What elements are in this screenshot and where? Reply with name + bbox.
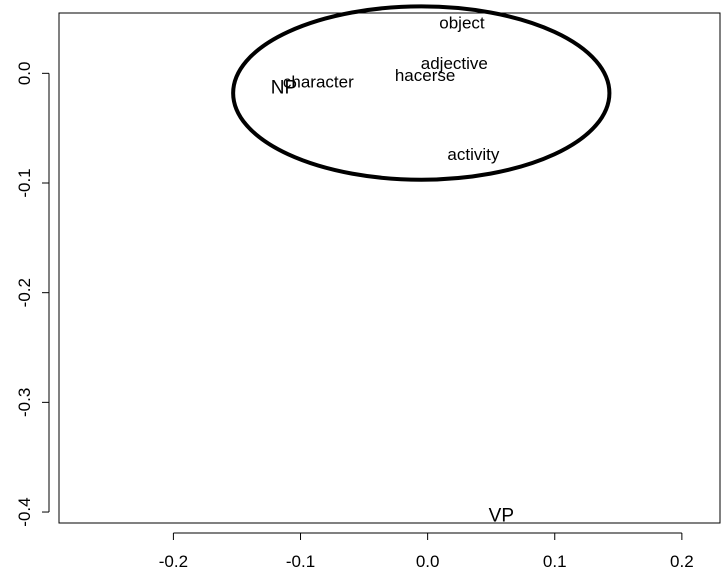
x-tick-label: -0.2 [159,552,188,571]
y-tick-label: -0.2 [15,278,34,307]
x-tick-label: 0.0 [416,552,440,571]
point-label-vp: VP [489,505,514,526]
y-axis: 0.0 -0.1 -0.2 -0.3 -0.4 [15,62,50,527]
point-label-adjective: adjective [421,54,488,73]
point-label-hacerse: hacerse [395,66,455,85]
y-tick-label: -0.4 [15,497,34,526]
point-label-character: character [283,73,354,92]
x-tick-label: 0.1 [543,552,567,571]
plot-frame [58,12,721,524]
point-label-np: NP [271,78,297,99]
y-tick-label: -0.3 [15,388,34,417]
point-label-object: object [439,13,485,32]
x-tick-label: 0.2 [670,552,694,571]
y-tick-label: -0.1 [15,168,34,197]
y-tick-label: 0.0 [15,62,34,86]
cluster-ellipse [231,4,612,182]
x-tick-label: -0.1 [286,552,315,571]
x-axis: -0.2 -0.1 0.0 0.1 0.2 [159,532,694,571]
point-label-activity: activity [447,145,499,164]
